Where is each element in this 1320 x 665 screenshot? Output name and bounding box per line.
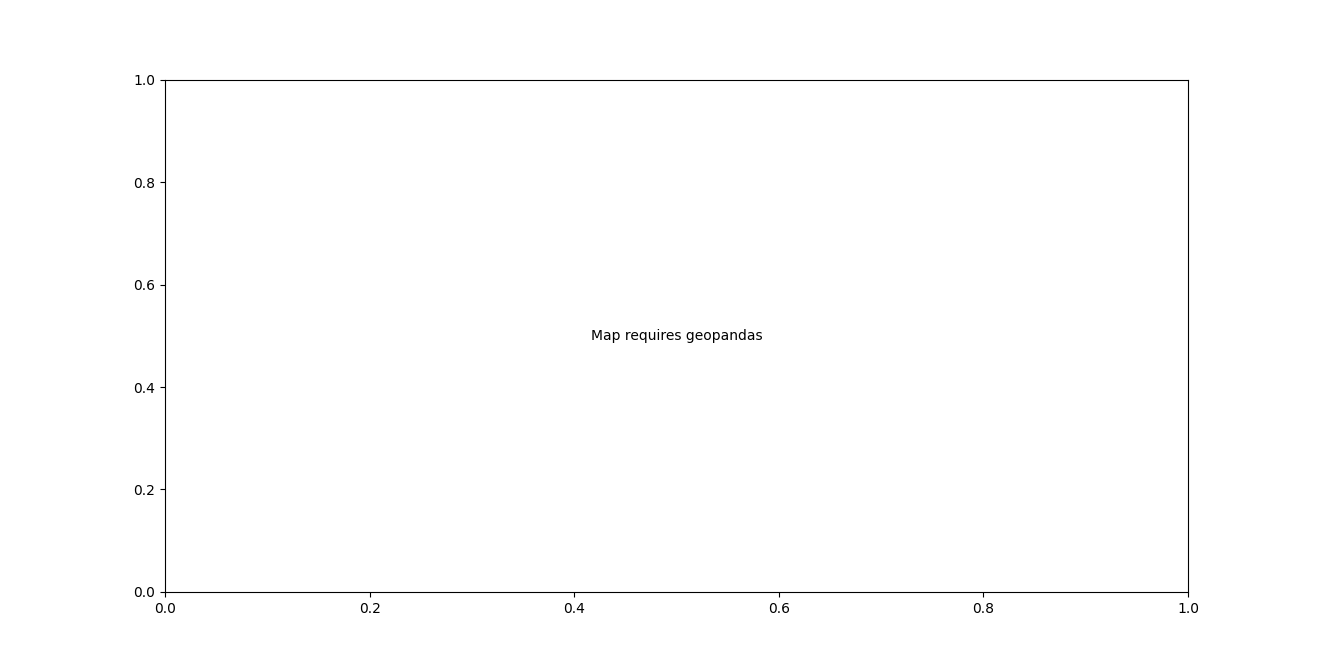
- Text: Map requires geopandas: Map requires geopandas: [590, 329, 763, 343]
